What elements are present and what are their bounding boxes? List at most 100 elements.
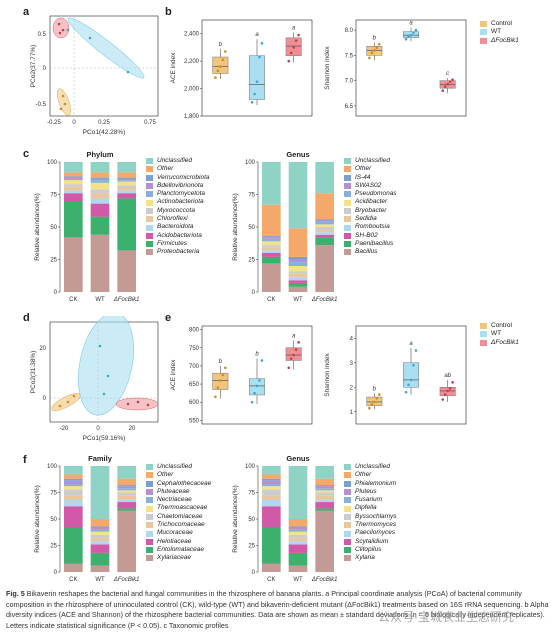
legend-item-actinobacteriota: Actinobacteriota (146, 198, 210, 206)
legend-swatch (146, 547, 153, 554)
significance-letter: a (409, 341, 413, 347)
bar-segment-acidobacteriota (64, 193, 83, 201)
x-tick-label: CK (69, 577, 77, 583)
legend-swatch (344, 249, 351, 256)
legend-swatch (146, 530, 153, 537)
box-wt: b (249, 352, 265, 405)
y-tick-label: 550 (189, 418, 200, 424)
legend-swatch (344, 555, 351, 562)
bar-segment-trichocomaceae (64, 495, 83, 500)
legend-label: Thermoascaceae (157, 504, 208, 512)
data-point (375, 396, 379, 400)
data-point (214, 76, 217, 79)
legend-label: Unclassified (157, 157, 193, 164)
data-point (407, 34, 410, 38)
bar-segment-thermoascaceae (90, 531, 110, 535)
bar-segment-other (117, 172, 136, 178)
x-tick-label: WT (293, 577, 303, 583)
legend-item-bryobacter: Bryobacter (344, 207, 397, 215)
pcoa-fungi-plot: 20 0 -20 0 20 PCo1(59.16%) PCo2(31.38%) (30, 316, 159, 442)
bar-segment-byssochlamys (262, 489, 281, 496)
bar-segment-other (262, 204, 281, 237)
data-point (214, 395, 217, 399)
y-axis-label: Relative abundance(%) (232, 193, 239, 261)
pcoa-d-ylabel: PCo2(31.38%) (30, 351, 37, 394)
figure-caption: Fig. 5 Bikaverin reshapes the bacterial … (6, 589, 551, 631)
x-tick-label: CK (267, 577, 275, 583)
group-legend-e: Control WT ΔFocBik1 (480, 322, 519, 347)
bar-segment-sedidia (315, 229, 334, 233)
legend-swatch (344, 199, 351, 206)
bar-segment-thermoascaceae (117, 490, 136, 493)
legend-label: ΔFocBik1 (491, 36, 519, 44)
significance-letter: ab (444, 373, 451, 379)
box-iqr (249, 55, 265, 100)
bar-segment-byssochlamys (288, 534, 308, 539)
y-tick-label: 0 (252, 570, 256, 576)
legend-label: Firmicutes (157, 239, 187, 247)
legend-label: Clitopilus (355, 545, 382, 553)
legend-swatch (146, 191, 153, 198)
y-tick-label: 100 (47, 160, 58, 166)
bar-segment-actinobacteriota (90, 182, 110, 190)
box-wt: a (403, 341, 419, 395)
data-point (377, 42, 381, 46)
legend-item-byssochlamys: Byssochlamys (344, 513, 397, 521)
legend-item-control: Control (480, 322, 519, 330)
legend-swatch (344, 513, 351, 520)
legend-swatch (344, 158, 351, 165)
stacked-bar-ck (262, 466, 281, 572)
legend-label: Unclassified (355, 157, 391, 164)
legend-swatch (146, 522, 153, 529)
legend-label: Chloroflexi (157, 215, 188, 223)
bar-segment-paecilomyces (262, 499, 281, 507)
legend-label: Other (157, 165, 174, 173)
legend-label: Proteobacteria (157, 248, 200, 256)
bar-segment-proteobacteria (64, 237, 83, 292)
data-point (368, 406, 371, 410)
legend-swatch (344, 472, 351, 479)
box-wt: a (403, 21, 419, 42)
phylum-legend: Unclassified Other Verrucomicrobiota Bdello… (146, 157, 210, 257)
bar-segment-unclassified (64, 466, 83, 475)
bar-segment-thermomyces (262, 495, 281, 500)
stacked-bar-focbik1 (117, 466, 136, 572)
pcoa-ellipse-mut (115, 397, 159, 411)
panel-letter-a: a (23, 6, 30, 18)
y-tick-label: 700 (189, 364, 200, 370)
bar-segment-acidobacteriota (117, 193, 136, 199)
data-point (223, 366, 227, 370)
x-tick-label: WT (95, 577, 105, 583)
legend-label: Actinobacteriota (157, 198, 204, 206)
pcoa-d-xlabel: PCo1(59.16%) (83, 435, 126, 442)
bar-segment-entolomataceae (90, 552, 110, 566)
data-point (409, 378, 413, 382)
box-control: b (212, 359, 229, 399)
bar-segment-chloroflexi (90, 193, 110, 199)
legend-label: Phialemonium (355, 479, 397, 487)
data-point (216, 386, 220, 390)
legend-swatch (344, 522, 351, 529)
stacked-bar-wt (90, 466, 110, 572)
data-point (223, 50, 227, 53)
legend-item-planctomycetota: Planctomycetota (146, 190, 210, 198)
pcoa-d-xticks-1: 0 (96, 426, 100, 432)
legend-item-xylaria: Xylaria (344, 554, 397, 562)
legend-label: Byssochlamys (355, 512, 397, 520)
legend-item-acidobacteriota: Acidobacteriota (146, 232, 210, 240)
data-point (446, 389, 449, 393)
legend-swatch (146, 555, 153, 562)
legend-swatch (146, 183, 153, 190)
bar-segment-unclassified (288, 162, 308, 229)
bar-segment-unclassified (288, 466, 308, 519)
y-axis-label: Relative abundance(%) (232, 485, 239, 553)
pcoa-ellipse-control (51, 393, 81, 411)
bar-segment-clitopilus (315, 508, 334, 511)
bar-segment-paenibacillus (315, 237, 334, 246)
legend-label: Control (491, 322, 512, 329)
legend-item-pluteaceae: Pluteaceae (146, 488, 211, 496)
bar-segment-pluteus (262, 480, 281, 485)
legend-item-dipfella: Dipfella (344, 504, 397, 512)
bar-segment-clitopilus (288, 552, 308, 566)
legend-item-sedidia: Sedidia (344, 215, 397, 223)
